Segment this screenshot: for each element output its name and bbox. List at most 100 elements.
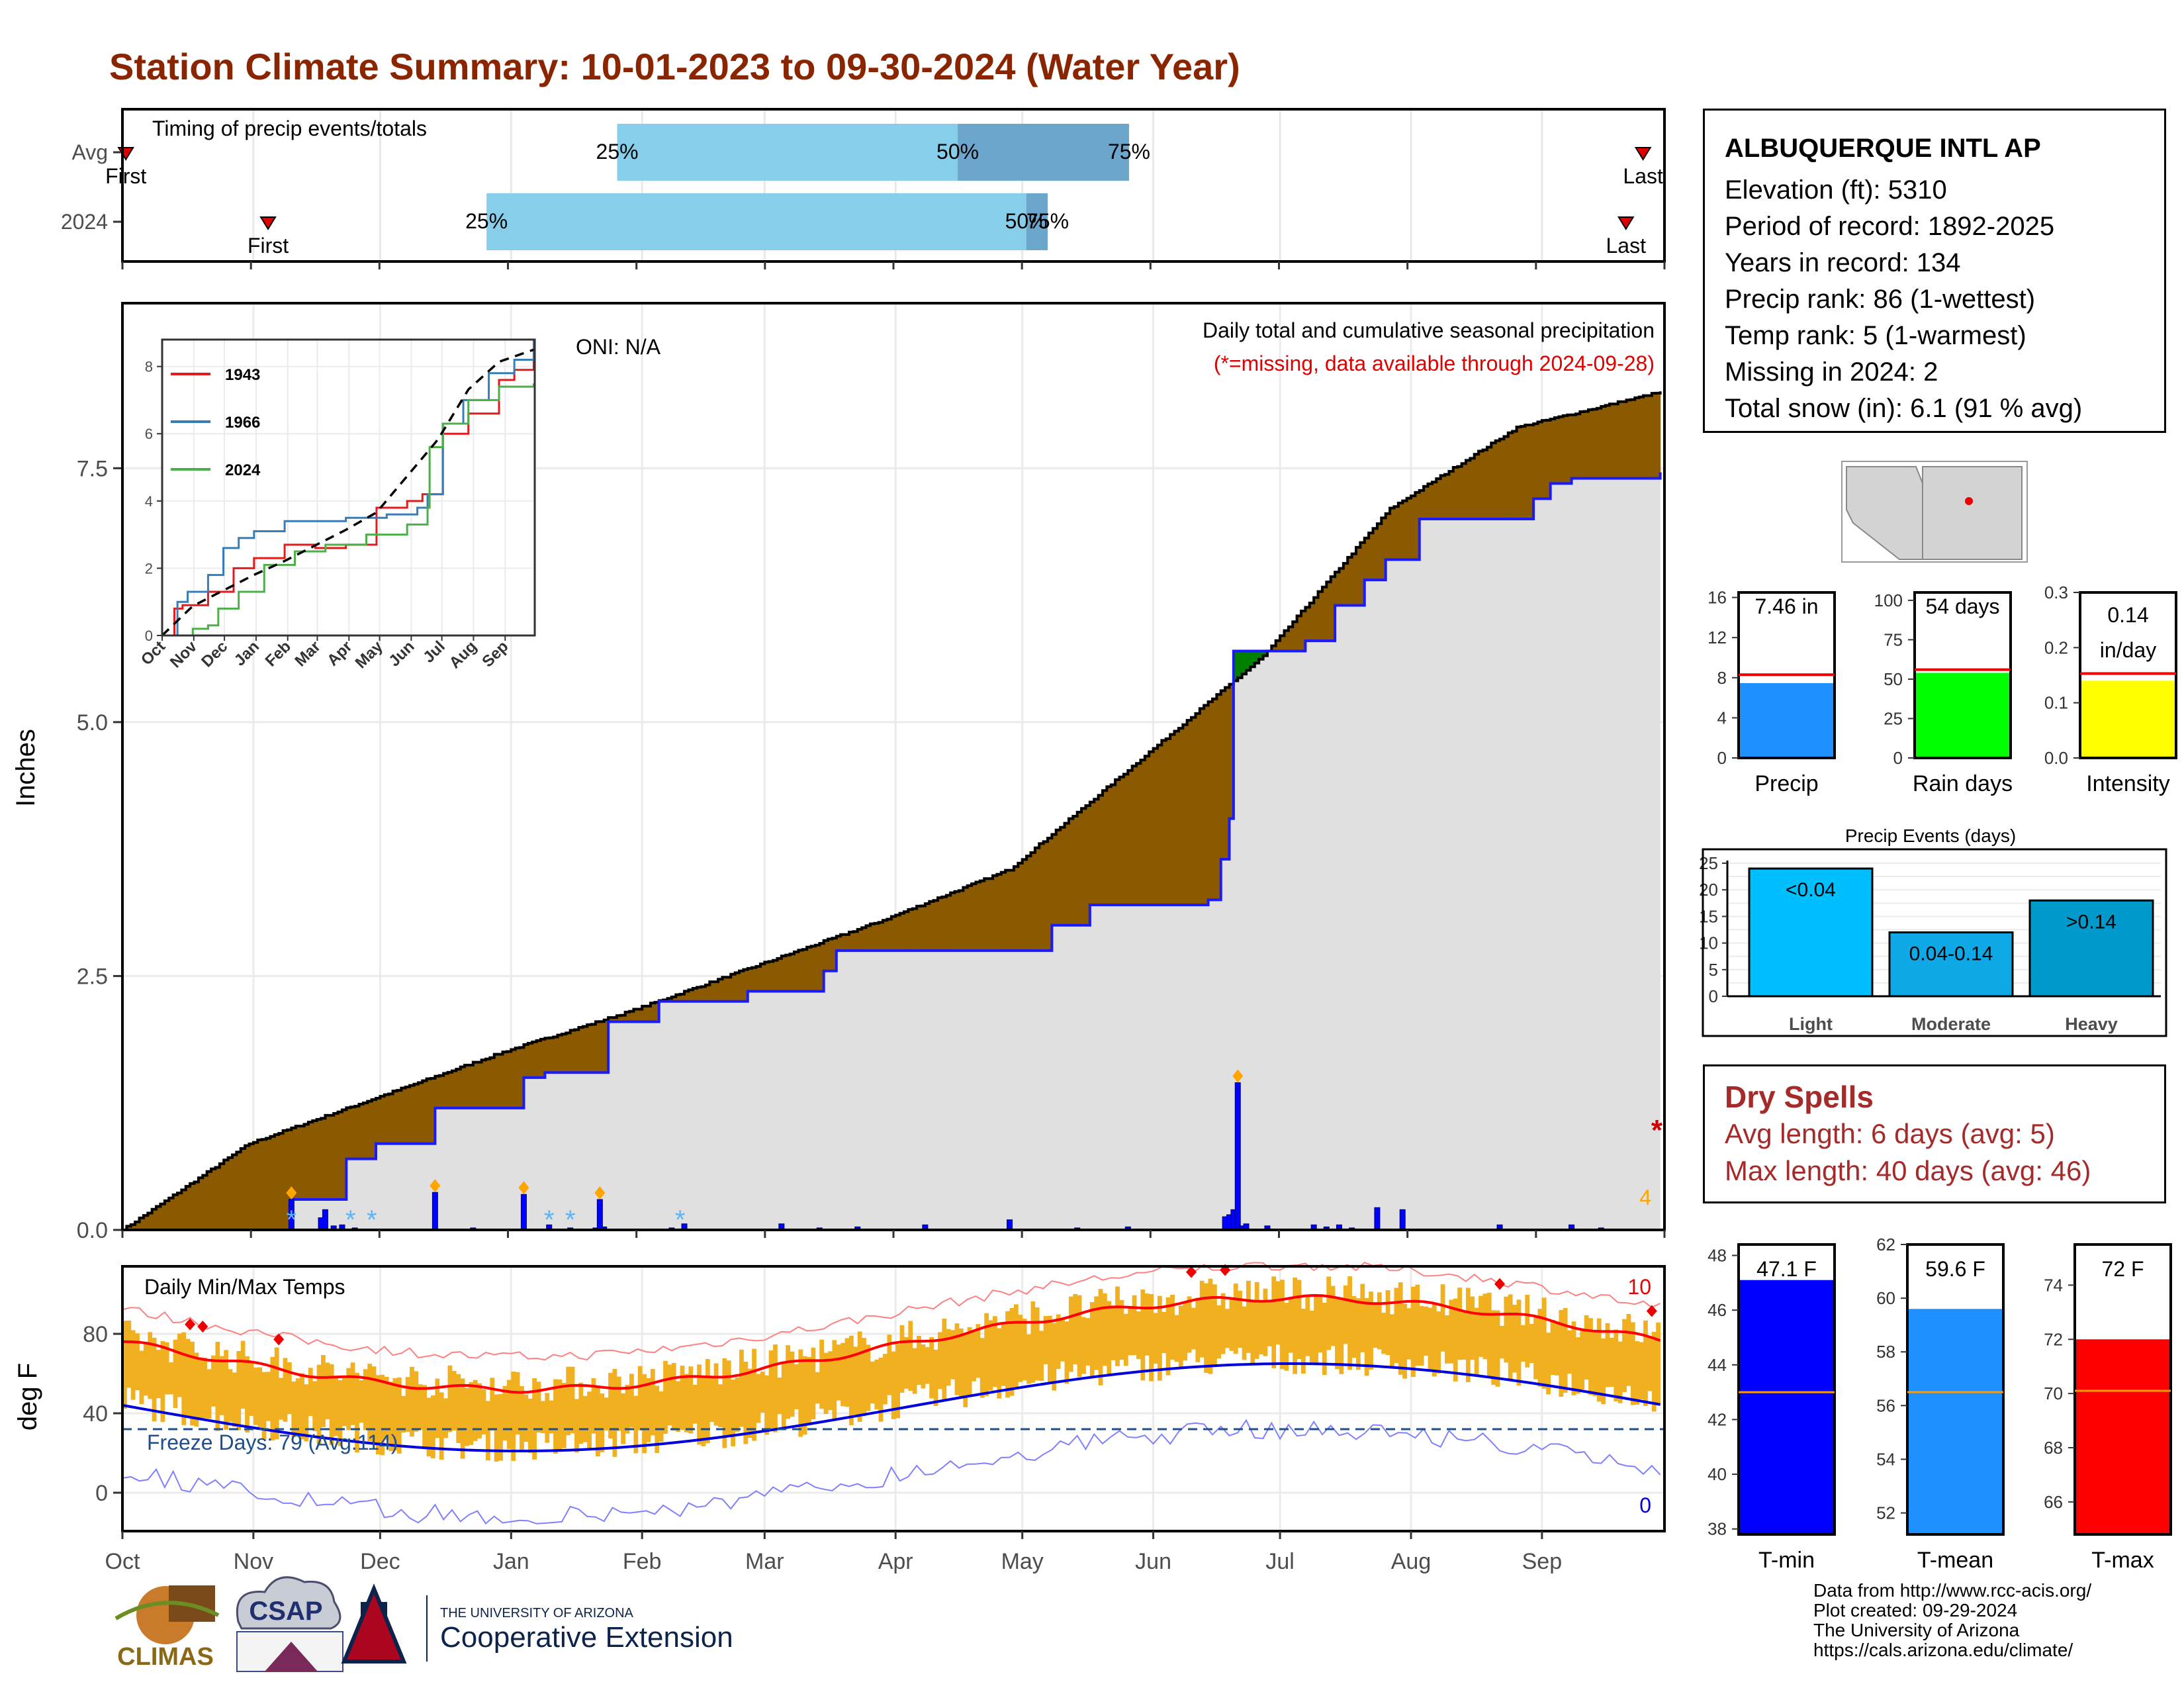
- daily-temp-bar: [629, 1374, 634, 1428]
- precip-deficit-area: [709, 982, 715, 1002]
- precip-deficit-area: [616, 1015, 621, 1022]
- precip-deficit-area: [143, 1215, 148, 1230]
- daily-temp-bar: [126, 1320, 132, 1388]
- precip-deficit-area: [735, 972, 740, 1002]
- precip-deficit-area: [1026, 856, 1032, 951]
- precip-deficit-area: [1381, 518, 1387, 581]
- daily-temp-bar: [671, 1362, 676, 1431]
- side-bar-rain-days: [1915, 673, 2011, 758]
- credit-line: Data from http://www.rcc-acis.org/: [1813, 1580, 2092, 1601]
- precip-deficit-area: [426, 1078, 432, 1144]
- precip-deficit-area: [967, 885, 972, 951]
- daily-temp-bar: [1208, 1278, 1213, 1374]
- precip-ytick-label: 0.0: [77, 1218, 108, 1243]
- daily-temp-bar: [270, 1356, 275, 1441]
- daily-temp-bar: [232, 1372, 237, 1427]
- daily-temp-bar: [1482, 1293, 1488, 1360]
- daily-temp-bar: [1267, 1300, 1272, 1346]
- daily-temp-bar: [152, 1337, 157, 1422]
- daily-temp-bar: [1428, 1307, 1433, 1371]
- daily-temp-bar: [304, 1384, 309, 1442]
- daily-temp-bar: [494, 1394, 499, 1462]
- precip-deficit-area: [1474, 454, 1479, 520]
- precip-deficit-area: [903, 912, 909, 951]
- daily-temp-bar: [680, 1366, 685, 1430]
- daily-temp-bar: [1204, 1283, 1208, 1373]
- precip-deficit-area: [169, 1197, 174, 1230]
- precip-deficit-area: [173, 1194, 178, 1230]
- precip-deficit-area: [1495, 440, 1500, 520]
- precip-deficit-area: [325, 1115, 330, 1199]
- daily-temp-bar: [181, 1332, 187, 1425]
- daily-temp-bar: [384, 1376, 389, 1440]
- precip-deficit-area: [1656, 393, 1661, 479]
- timing-label-75: 75%: [1026, 209, 1069, 233]
- daily-temp-bar: [726, 1360, 731, 1435]
- month-label: Nov: [234, 1549, 273, 1574]
- precip-deficit-area: [1546, 420, 1551, 499]
- precip-events-bar: [1748, 867, 1874, 998]
- precip-deficit-area: [1005, 870, 1011, 951]
- side-bar-ytick-label: 0.2: [2044, 637, 2068, 657]
- daily-temp-bar: [857, 1331, 862, 1422]
- precip-deficit-area: [1085, 806, 1091, 925]
- precip-deficit-area: [261, 1139, 267, 1230]
- snow-marker: *: [544, 1205, 555, 1235]
- credits: Data from http://www.rcc-acis.org/ Plot …: [1813, 1581, 2091, 1660]
- daily-temp-bar: [185, 1338, 191, 1417]
- daily-temp-bar: [502, 1385, 508, 1441]
- precip-deficit-area: [1415, 492, 1420, 560]
- precip-deficit-area: [1098, 795, 1103, 906]
- precip-deficit-area: [1605, 405, 1610, 479]
- precip-deficit-area: [1022, 859, 1027, 951]
- snow-marker: *: [345, 1205, 356, 1235]
- precip-deficit-area: [777, 958, 782, 992]
- precip-deficit-area: [215, 1167, 220, 1230]
- missing-marker: *: [1651, 1114, 1663, 1147]
- daily-temp-bar: [925, 1347, 930, 1384]
- precip-deficit-area: [942, 896, 947, 951]
- precip-events-ytick-label: 15: [1699, 906, 1718, 926]
- precip-deficit-area: [1571, 414, 1576, 479]
- csap-logo-mountain: [265, 1642, 318, 1671]
- daily-temp-bar: [1377, 1292, 1382, 1350]
- precip-ytick-label: 5.0: [77, 710, 108, 735]
- precip-deficit-area: [713, 982, 719, 1002]
- daily-temp-bar: [1639, 1342, 1644, 1400]
- precip-deficit-area: [823, 940, 829, 971]
- daily-temp-bar: [279, 1378, 283, 1420]
- precip-deficit-area: [1111, 784, 1116, 906]
- side-bar-frame: [2079, 591, 2177, 759]
- daily-temp-bar: [1216, 1305, 1222, 1359]
- precip-deficit-area: [135, 1221, 140, 1230]
- credit-line: Plot created: 09-29-2024: [1813, 1600, 2018, 1620]
- precip-deficit-area: [1419, 490, 1424, 520]
- heavy-precip-marker: [518, 1181, 529, 1195]
- daily-temp-bar: [870, 1361, 875, 1404]
- daily-temp-bar: [219, 1356, 224, 1415]
- precip-deficit-area: [671, 997, 676, 1002]
- precip-deficit-area: [414, 1084, 419, 1144]
- precip-deficit-area: [1212, 698, 1217, 900]
- daily-temp-bar: [1610, 1337, 1614, 1387]
- daily-temp-bar: [891, 1351, 896, 1419]
- precip-deficit-area: [1428, 483, 1433, 520]
- precip-deficit-area: [798, 950, 803, 992]
- precip-deficit-area: [1369, 533, 1374, 581]
- precip-deficit-area: [1322, 586, 1327, 641]
- record-high-marker: [185, 1318, 196, 1331]
- precip-events-bar-label: >0.14: [2066, 911, 2116, 933]
- side-bar-ytick-label: 100: [1874, 590, 1903, 610]
- precip-deficit-area: [870, 923, 875, 951]
- precip-deficit-area: [1504, 436, 1509, 520]
- precip-events-ytick-label: 25: [1699, 853, 1718, 873]
- precip-deficit-area: [1229, 684, 1234, 819]
- precip-deficit-area: [177, 1193, 182, 1230]
- precip-deficit-area: [768, 961, 774, 992]
- daily-temp-bar: [1225, 1309, 1230, 1348]
- precip-deficit-area: [473, 1062, 478, 1108]
- daily-temp-bar: [819, 1339, 825, 1409]
- precip-deficit-area: [1077, 812, 1082, 925]
- month-label: Jul: [1265, 1549, 1294, 1574]
- daily-temp-bar: [1136, 1311, 1141, 1360]
